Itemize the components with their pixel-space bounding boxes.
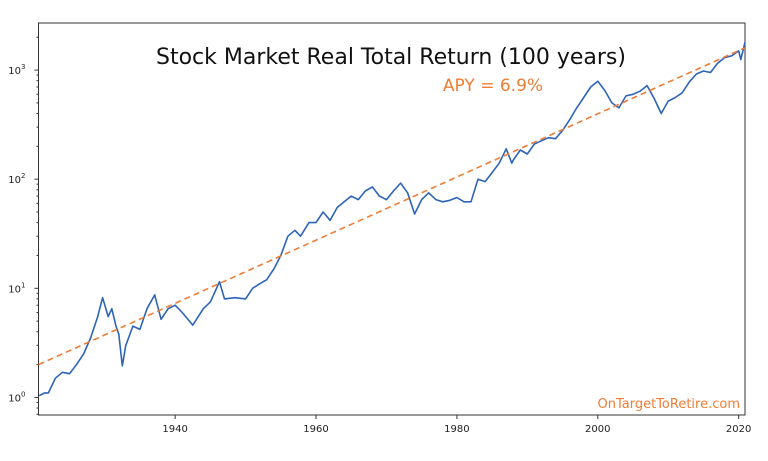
watermark: OnTargetToRetire.com [598,397,741,412]
apy-annotation: APY = 6.9% [443,76,543,96]
chart-title: Stock Market Real Total Return (100 year… [156,45,626,70]
return-series-line [38,42,746,397]
x-tick-label: 2020 [726,424,751,435]
x-tick-label: 1960 [303,424,328,435]
y-tick-label: 103 [8,63,25,77]
x-tick-label: 1980 [444,424,469,435]
y-tick-label: 100 [8,390,25,404]
y-tick-label: 101 [8,281,25,295]
trend-line [38,47,746,366]
plot-frame [38,22,746,416]
y-tick-label: 102 [8,172,25,186]
x-tick-label: 1940 [162,424,187,435]
x-tick-label: 2000 [585,424,610,435]
